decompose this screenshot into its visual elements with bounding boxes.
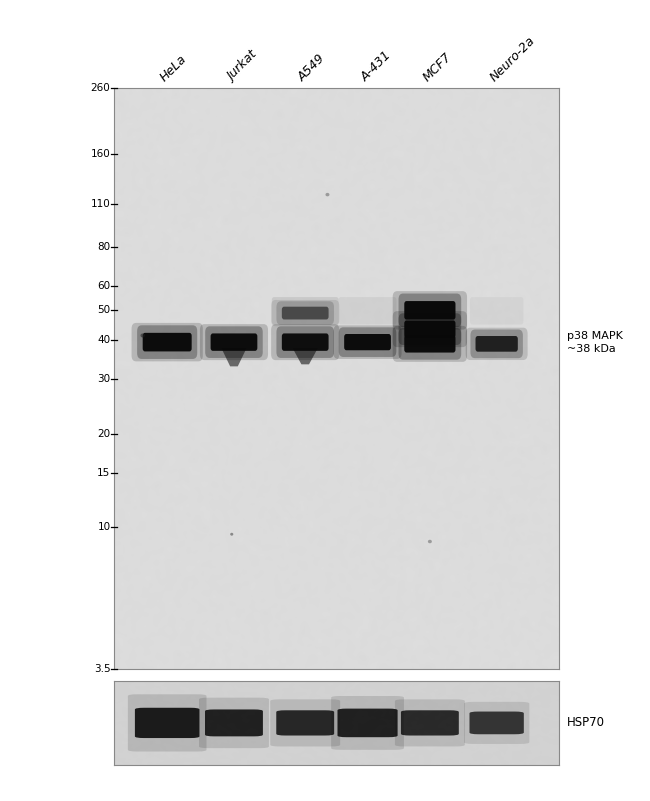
FancyBboxPatch shape (128, 694, 207, 751)
Text: 160: 160 (91, 148, 111, 159)
Text: 60: 60 (98, 281, 111, 291)
FancyBboxPatch shape (135, 708, 200, 738)
FancyBboxPatch shape (270, 699, 340, 747)
FancyBboxPatch shape (471, 329, 523, 358)
FancyBboxPatch shape (205, 710, 263, 736)
Text: 260: 260 (91, 83, 111, 93)
FancyBboxPatch shape (282, 333, 329, 351)
FancyBboxPatch shape (393, 291, 467, 329)
FancyBboxPatch shape (470, 297, 523, 324)
Text: HSP70: HSP70 (567, 716, 604, 730)
FancyBboxPatch shape (464, 702, 529, 744)
Text: 50: 50 (98, 305, 111, 316)
FancyBboxPatch shape (211, 333, 257, 351)
FancyBboxPatch shape (393, 311, 467, 347)
FancyBboxPatch shape (131, 323, 203, 361)
FancyBboxPatch shape (404, 335, 456, 352)
FancyBboxPatch shape (276, 710, 334, 735)
FancyBboxPatch shape (339, 328, 396, 357)
FancyBboxPatch shape (476, 336, 518, 352)
FancyBboxPatch shape (205, 326, 263, 358)
FancyBboxPatch shape (271, 324, 339, 360)
FancyBboxPatch shape (393, 326, 467, 362)
FancyBboxPatch shape (398, 313, 462, 345)
Text: 110: 110 (91, 199, 111, 209)
FancyBboxPatch shape (398, 328, 462, 360)
FancyBboxPatch shape (199, 698, 269, 748)
Ellipse shape (428, 540, 432, 543)
FancyBboxPatch shape (200, 324, 268, 360)
FancyBboxPatch shape (137, 325, 197, 359)
FancyBboxPatch shape (469, 711, 524, 735)
Text: HeLa: HeLa (158, 52, 190, 84)
Text: 30: 30 (98, 374, 111, 384)
FancyBboxPatch shape (404, 301, 456, 320)
FancyBboxPatch shape (404, 320, 456, 338)
Text: p38 MAPK
~38 kDa: p38 MAPK ~38 kDa (567, 331, 623, 354)
FancyBboxPatch shape (331, 696, 404, 750)
Text: Jurkat: Jurkat (225, 49, 260, 84)
FancyBboxPatch shape (339, 297, 396, 324)
Text: A549: A549 (296, 52, 328, 84)
FancyBboxPatch shape (344, 334, 391, 350)
Text: A-431: A-431 (358, 49, 394, 84)
FancyBboxPatch shape (333, 325, 402, 359)
FancyBboxPatch shape (401, 710, 459, 735)
Text: 80: 80 (98, 242, 111, 252)
FancyBboxPatch shape (395, 699, 465, 747)
FancyBboxPatch shape (337, 709, 398, 737)
FancyBboxPatch shape (465, 328, 528, 360)
FancyBboxPatch shape (282, 307, 329, 320)
FancyBboxPatch shape (271, 300, 339, 326)
Text: 40: 40 (98, 336, 111, 345)
Ellipse shape (140, 333, 145, 337)
FancyBboxPatch shape (398, 293, 462, 327)
PathPatch shape (221, 348, 246, 366)
FancyBboxPatch shape (272, 297, 339, 324)
Text: 15: 15 (98, 468, 111, 477)
Ellipse shape (326, 193, 330, 196)
Ellipse shape (230, 533, 233, 536)
PathPatch shape (292, 348, 318, 364)
FancyBboxPatch shape (276, 301, 334, 325)
Text: Neuro-2a: Neuro-2a (488, 34, 538, 84)
FancyBboxPatch shape (276, 326, 334, 358)
Text: 3.5: 3.5 (94, 664, 111, 674)
Text: 20: 20 (98, 429, 111, 439)
FancyBboxPatch shape (143, 333, 192, 352)
Text: MCF7: MCF7 (421, 50, 454, 84)
Text: 10: 10 (98, 522, 111, 533)
